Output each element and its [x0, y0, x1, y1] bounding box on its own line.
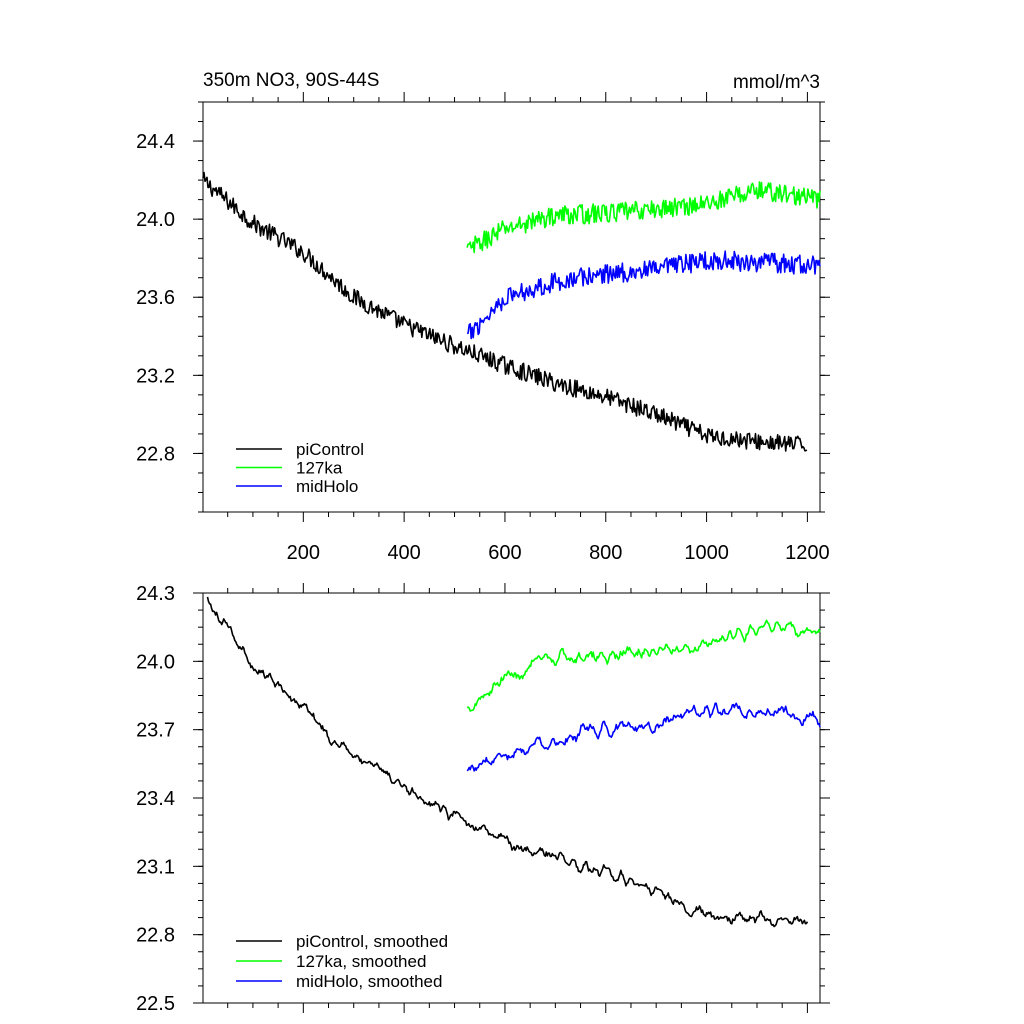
y-tick-label: 22.8: [136, 925, 175, 947]
series-line-1: [466, 619, 821, 712]
legend-label: piControl: [296, 440, 364, 459]
y-tick-label: 23.7: [136, 720, 175, 742]
series-line-2: [466, 250, 821, 340]
x-tick-label: 1000: [684, 542, 729, 564]
series-line-1: [466, 181, 821, 254]
y-tick-label: 24.4: [136, 131, 175, 153]
plot-frame: [202, 101, 821, 513]
y-tick-label: 22.8: [136, 443, 175, 465]
x-tick-label: 400: [387, 542, 420, 564]
y-tick-label: 24.3: [136, 583, 175, 605]
y-tick-label: 22.5: [136, 993, 175, 1015]
legend-label: piControl, smoothed: [296, 932, 448, 951]
chart-title: 350m NO3, 90S-44S: [203, 70, 379, 91]
legend-label: 127ka: [296, 459, 343, 478]
series-line-0: [206, 596, 809, 928]
y-tick-label: 24.0: [136, 651, 175, 673]
plot-panel-bottom: 22.5 22.8 23.1 23.4 23.7 24.0 24.3 piControl, s…: [136, 583, 830, 1015]
y-tick-label: 24.0: [136, 209, 175, 231]
y-tick-label: 23.4: [136, 788, 175, 810]
x-tick-label: 600: [488, 542, 521, 564]
y-tick-label: 23.1: [136, 856, 175, 878]
x-tick-label: 800: [589, 542, 622, 564]
x-tick-label: 200: [287, 542, 320, 564]
x-tick-label: 1200: [785, 542, 830, 564]
y-tick-label: 23.2: [136, 365, 175, 387]
y-tick-label: 23.6: [136, 287, 175, 309]
legend-label: midHolo, smoothed: [296, 972, 442, 991]
legend-label: midHolo: [296, 477, 358, 496]
legend-label: 127ka, smoothed: [296, 952, 426, 971]
series-line-0: [202, 171, 808, 452]
plot-panel-top: 200 400 600 800 1000 1200 22.8 23.2 23.6 24.0 24.4…: [136, 70, 830, 564]
series-line-2: [466, 702, 821, 772]
units-label: mmol/m^3: [733, 72, 820, 93]
